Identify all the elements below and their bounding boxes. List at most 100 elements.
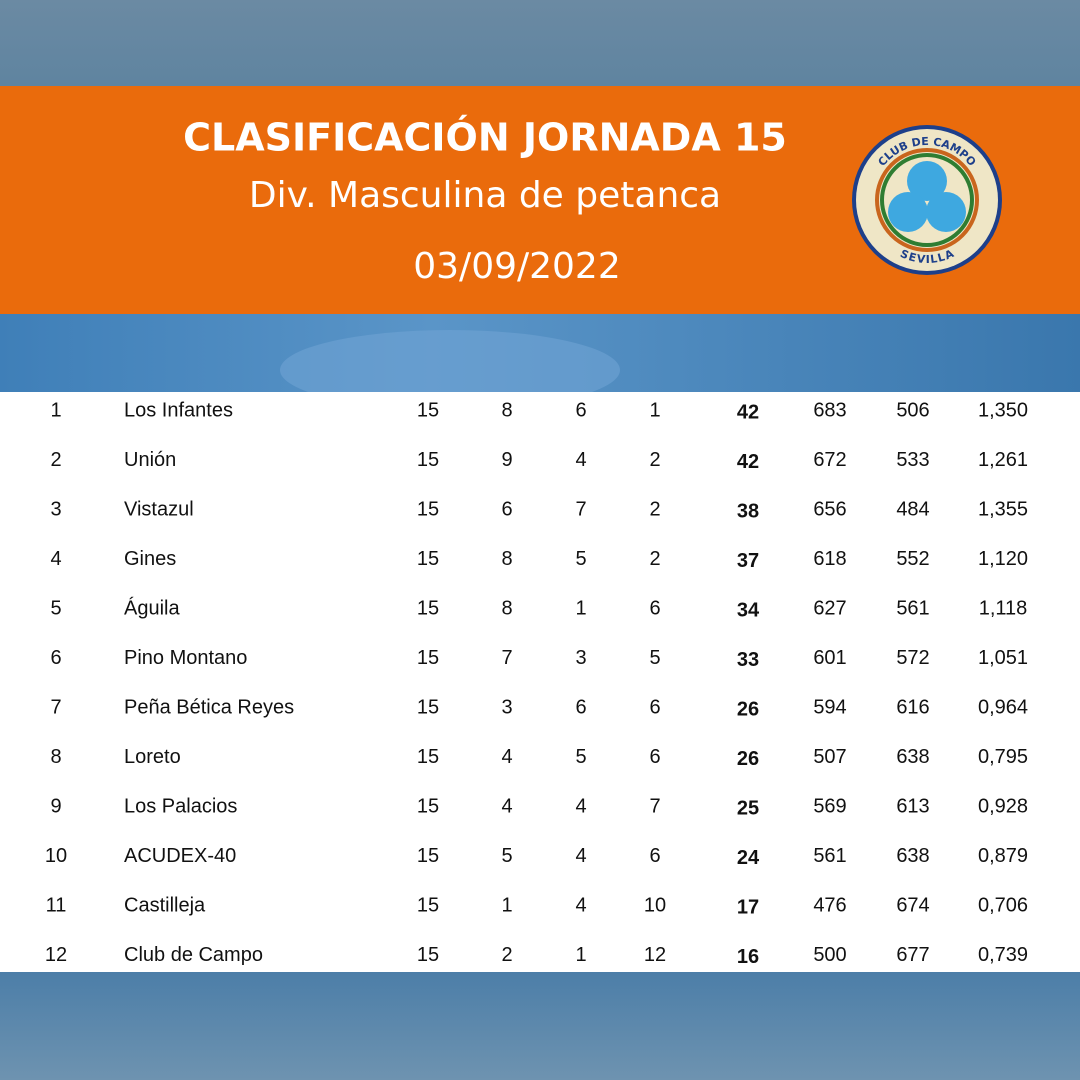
drawn-cell: 4: [575, 894, 586, 916]
won-cell: 7: [501, 647, 512, 669]
logo-ball: [926, 192, 966, 232]
drawn-cell: 5: [575, 746, 586, 768]
blur-shape: [280, 330, 620, 410]
rank-cell: 6: [50, 647, 61, 669]
points-for-cell: 476: [813, 894, 846, 916]
rank-cell: 12: [45, 944, 67, 966]
ratio-cell: 1,051: [978, 647, 1028, 669]
played-cell: 15: [417, 449, 439, 471]
points-for-cell: 627: [813, 597, 846, 619]
team-cell: Peña Bética Reyes: [124, 696, 294, 718]
ratio-cell: 0,879: [978, 845, 1028, 867]
logo-inner-ring: [880, 153, 974, 247]
points-for-cell: 672: [813, 449, 846, 471]
team-cell: Club de Campo: [124, 944, 263, 966]
drawn-cell: 6: [575, 696, 586, 718]
lost-cell: 7: [649, 795, 660, 817]
played-cell: 15: [417, 746, 439, 768]
played-cell: 15: [417, 647, 439, 669]
points-for-cell: 569: [813, 795, 846, 817]
played-cell: 15: [417, 498, 439, 520]
drawn-cell: 1: [575, 597, 586, 619]
points-cell: 25: [737, 797, 759, 819]
won-cell: 9: [501, 449, 512, 471]
points-cell: 38: [737, 500, 759, 522]
rank-cell: 11: [46, 894, 67, 916]
points-for-cell: 561: [813, 845, 846, 867]
drawn-cell: 1: [575, 944, 586, 966]
won-cell: 8: [501, 548, 512, 570]
points-against-cell: 572: [896, 647, 929, 669]
ratio-cell: 1,118: [979, 597, 1028, 619]
points-against-cell: 674: [896, 894, 929, 916]
title: CLASIFICACIÓN JORNADA 15: [183, 116, 787, 160]
date: 03/09/2022: [413, 246, 621, 287]
lost-cell: 2: [649, 449, 660, 471]
drawn-cell: 4: [575, 845, 586, 867]
logo: CLUB DE CAMPO SEVILLA: [852, 125, 1002, 275]
ratio-cell: 1,355: [978, 498, 1028, 520]
rank-cell: 7: [50, 696, 61, 718]
rank-cell: 1: [50, 399, 61, 421]
lost-cell: 6: [649, 696, 660, 718]
background-top: [0, 0, 1080, 86]
drawn-cell: 5: [575, 548, 586, 570]
ratio-cell: 0,928: [978, 795, 1028, 817]
points-for-cell: 656: [813, 498, 846, 520]
points-for-cell: 683: [813, 399, 846, 421]
ratio-cell: 0,739: [978, 944, 1028, 966]
points-against-cell: 638: [896, 746, 929, 768]
played-cell: 15: [417, 795, 439, 817]
points-against-cell: 506: [896, 399, 929, 421]
points-for-cell: 500: [813, 944, 846, 966]
ratio-cell: 0,795: [978, 746, 1028, 768]
team-cell: Pino Montano: [124, 647, 247, 669]
lost-cell: 12: [644, 944, 666, 966]
points-cell: 37: [737, 550, 759, 572]
points-for-cell: 618: [813, 548, 846, 570]
team-cell: Los Infantes: [124, 399, 233, 421]
logo-inner-ring: [875, 148, 979, 252]
rank-cell: 10: [45, 845, 67, 867]
points-cell: 16: [737, 946, 759, 968]
points-against-cell: 484: [896, 498, 929, 520]
played-cell: 15: [417, 548, 439, 570]
points-for-cell: 601: [813, 647, 846, 669]
table-panel: [0, 392, 1080, 972]
team-cell: Loreto: [124, 746, 181, 768]
background-bottom: [0, 972, 1080, 1080]
points-against-cell: 638: [896, 845, 929, 867]
ratio-cell: 0,706: [978, 894, 1028, 916]
points-for-cell: 507: [813, 746, 846, 768]
drawn-cell: 7: [575, 498, 586, 520]
logo-text: SEVILLA: [898, 247, 956, 266]
logo-ball: [888, 192, 928, 232]
points-cell: 33: [737, 649, 759, 671]
ratio-cell: 0,964: [978, 696, 1028, 718]
points-against-cell: 561: [896, 597, 929, 619]
won-cell: 4: [501, 795, 512, 817]
ratio-cell: 1,120: [978, 548, 1028, 570]
rank-cell: 9: [50, 795, 61, 817]
drawn-cell: 3: [575, 647, 586, 669]
won-cell: 8: [501, 399, 512, 421]
points-cell: 42: [737, 451, 759, 473]
lost-cell: 6: [649, 845, 660, 867]
logo-bottom-text: SEVILLA: [898, 247, 956, 266]
points-against-cell: 613: [896, 795, 929, 817]
team-cell: Castilleja: [124, 894, 206, 916]
played-cell: 15: [417, 845, 439, 867]
played-cell: 15: [417, 696, 439, 718]
drawn-cell: 6: [575, 399, 586, 421]
team-cell: Vistazul: [124, 498, 194, 520]
won-cell: 5: [501, 845, 512, 867]
lost-cell: 6: [649, 597, 660, 619]
points-cell: 24: [737, 847, 760, 869]
played-cell: 15: [417, 894, 439, 916]
won-cell: 8: [501, 597, 512, 619]
rank-cell: 3: [50, 498, 61, 520]
points-cell: 17: [737, 896, 759, 918]
won-cell: 6: [501, 498, 512, 520]
points-against-cell: 533: [896, 449, 929, 471]
